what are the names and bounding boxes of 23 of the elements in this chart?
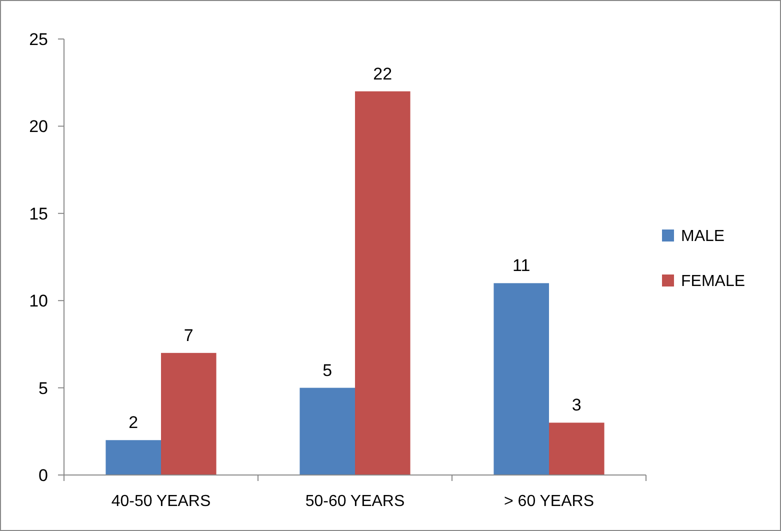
bar — [549, 422, 604, 475]
bar — [106, 440, 161, 475]
data-label: 7 — [184, 326, 194, 345]
y-tick-label: 20 — [29, 117, 48, 136]
data-label: 22 — [373, 64, 392, 84]
y-tick-label: 0 — [38, 466, 48, 485]
legend-label: MALE — [681, 228, 725, 246]
x-tick-label: > 60 YEARS — [504, 493, 594, 510]
y-tick-label: 5 — [38, 378, 48, 398]
y-tick-label: 10 — [29, 292, 48, 311]
x-tick-label: 50-60 YEARS — [305, 493, 405, 510]
x-tick-label: 40-50 YEARS — [111, 493, 211, 510]
data-label: 3 — [572, 396, 582, 415]
data-label: 2 — [128, 413, 138, 432]
y-tick-label: 15 — [29, 204, 48, 224]
bar — [161, 352, 216, 475]
bar — [300, 388, 355, 475]
bar — [494, 283, 549, 475]
legend-label: FEMALE — [681, 273, 746, 290]
bar — [355, 91, 410, 475]
data-label: 5 — [322, 360, 332, 380]
data-label: 11 — [512, 256, 530, 276]
y-tick-label: 25 — [29, 30, 48, 49]
